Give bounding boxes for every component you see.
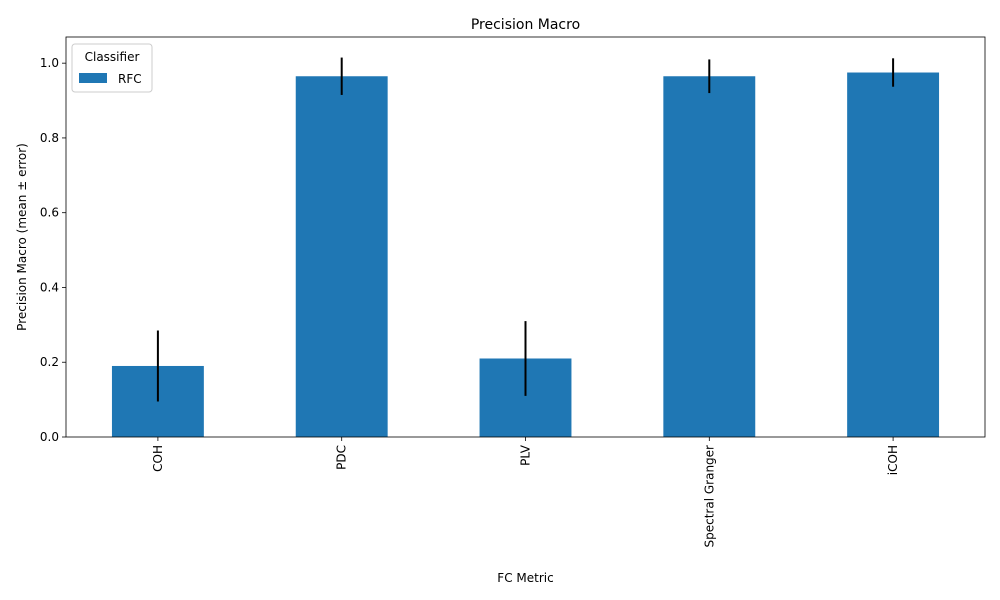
x-tick-label-plv: PLV xyxy=(519,444,533,466)
legend: Classifier RFC xyxy=(71,43,153,93)
plot-frame xyxy=(65,36,986,438)
y-tick-label: 0.8 xyxy=(40,131,59,145)
legend-title: Classifier xyxy=(85,50,140,64)
x-axis-label: FC Metric xyxy=(497,571,553,585)
x-axis: COH PDC PLV Spectral Granger iCOH xyxy=(151,437,900,547)
bars-group xyxy=(111,72,940,438)
x-tick-label-icoh: iCOH xyxy=(886,445,900,475)
x-tick-label-coh: COH xyxy=(151,445,165,472)
legend-label-rfc: RFC xyxy=(118,72,142,86)
bar-spectral-granger xyxy=(663,76,756,438)
y-axis: 0.0 0.2 0.4 0.6 0.8 1.0 xyxy=(40,56,66,444)
x-tick-label-pdc: PDC xyxy=(335,445,349,470)
bar-icoh xyxy=(847,72,940,438)
y-tick-label: 1.0 xyxy=(40,56,59,70)
y-axis-label: Precision Macro (mean ± error) xyxy=(15,143,29,331)
y-tick-label: 0.6 xyxy=(40,206,59,220)
y-tick-label: 0.0 xyxy=(40,430,59,444)
bar-pdc xyxy=(295,76,388,438)
legend-swatch-rfc xyxy=(79,73,107,83)
y-tick-label: 0.4 xyxy=(40,280,59,294)
x-tick-label-spectral-granger: Spectral Granger xyxy=(702,445,716,548)
chart-title: Precision Macro xyxy=(471,17,580,33)
error-bars-group xyxy=(156,57,895,402)
y-tick-label: 0.2 xyxy=(40,355,59,369)
